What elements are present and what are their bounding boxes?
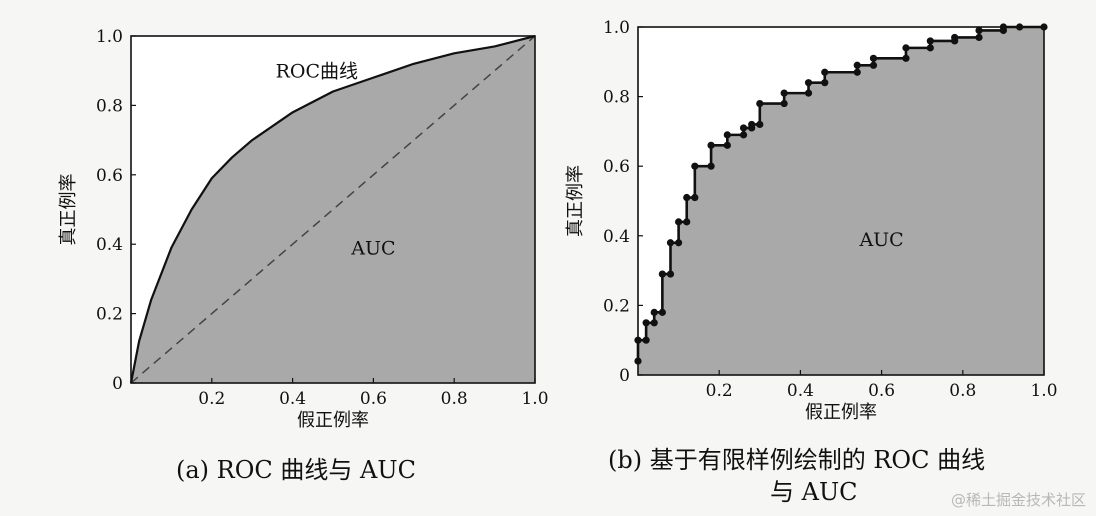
y-tick-label: 0.2 [96, 305, 123, 325]
y-tick-label: 0.4 [603, 227, 630, 247]
roc-point [642, 319, 650, 327]
x-tick-label: 0.2 [706, 381, 733, 401]
y-tick-label: 1.0 [96, 27, 123, 47]
x-tick-label: 0.6 [868, 381, 895, 401]
roc-point [951, 33, 959, 42]
roc-point [975, 26, 983, 35]
roc-point [723, 131, 731, 139]
x-tick-label: 0.8 [441, 389, 468, 409]
roc-point [691, 193, 699, 202]
x-tick-label: 1.0 [521, 389, 548, 409]
roc-point [723, 141, 731, 149]
roc-curve-label: ROC曲线 [276, 61, 358, 83]
roc-point [804, 89, 813, 97]
watermark: @稀土掘金技术社区 [950, 491, 1086, 509]
caption-b-line2: 与 AUC [770, 478, 858, 506]
roc-point [707, 162, 715, 170]
roc-point [691, 162, 699, 170]
roc-point [869, 61, 878, 69]
y-tick-label: 0.8 [96, 96, 123, 116]
y-tick-label: 1.0 [603, 18, 630, 38]
roc-point [853, 61, 861, 69]
roc-point [683, 193, 691, 202]
roc-curve-a [129, 34, 536, 384]
roc-point [756, 120, 764, 129]
roc-point [748, 120, 756, 129]
x-axis-label: 假正例率 [297, 410, 369, 431]
y-tick-label: 0 [112, 374, 123, 394]
roc-point [666, 239, 675, 247]
roc-point [780, 89, 788, 97]
plot-frame-a [130, 35, 536, 384]
auc-area-a [131, 36, 535, 383]
x-tick-label: 0.4 [787, 381, 814, 401]
y-tick-label: 0.8 [603, 88, 630, 108]
roc-point [869, 54, 878, 62]
y-tick-label: 0.4 [96, 235, 123, 255]
y-tick-label: 0.6 [603, 157, 630, 177]
auc-label: AUC [350, 238, 395, 260]
auc-label: AUC [858, 229, 903, 251]
roc-point [926, 44, 934, 52]
y-axis-label: 真正例率 [565, 165, 586, 237]
y-axis-label: 真正例率 [58, 174, 79, 246]
roc-point [975, 33, 983, 42]
caption-a: (a) ROC 曲线与 AUC [176, 456, 416, 484]
x-tick-label: 0.8 [949, 381, 976, 401]
roc-point [821, 68, 829, 76]
roc-point [739, 124, 748, 132]
x-tick-label: 0.4 [279, 389, 306, 409]
y-tick-label: 0 [619, 366, 630, 386]
roc-point [902, 44, 910, 52]
roc-point [853, 68, 861, 76]
y-tick-label: 0.2 [603, 296, 630, 316]
roc-point [804, 79, 813, 87]
x-tick-label: 1.0 [1030, 381, 1057, 401]
roc-point [658, 270, 666, 278]
x-axis-label: 假正例率 [805, 402, 877, 423]
x-tick-label: 0.6 [360, 389, 387, 409]
roc-point [821, 79, 829, 87]
plot-frame-b [637, 26, 1045, 376]
y-tick-label: 0.6 [96, 166, 123, 186]
roc-point [666, 270, 675, 278]
roc-point [902, 54, 910, 62]
roc-point [675, 218, 683, 226]
roc-point [642, 336, 650, 344]
auc-area-b [638, 27, 1044, 375]
roc-point [756, 99, 764, 108]
roc-point [926, 37, 934, 45]
roc-point [650, 308, 658, 316]
roc-point [658, 308, 666, 316]
x-tick-label: 0.2 [198, 389, 225, 409]
diagonal-line-a [130, 35, 536, 384]
roc-point [650, 319, 658, 327]
roc-point [739, 131, 748, 139]
roc-point [675, 239, 683, 247]
roc-point [707, 141, 715, 149]
roc-point [780, 99, 788, 108]
roc-point [683, 218, 691, 226]
caption-b-line1: (b) 基于有限样例绘制的 ROC 曲线 [608, 446, 986, 474]
